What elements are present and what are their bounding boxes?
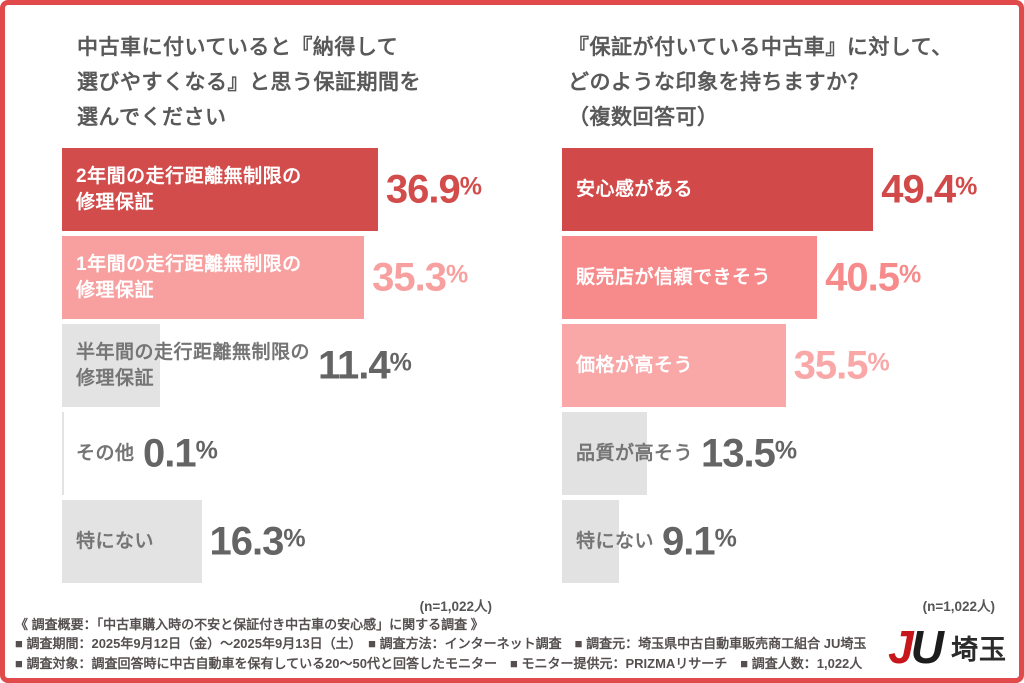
bar-label: 品質が高そう: [576, 442, 694, 464]
bar-value-number: 40.5: [825, 255, 900, 299]
bar-value: 13.5%: [701, 431, 797, 476]
bar-row: 2年間の走行距離無制限の 修理保証 36.9%: [62, 148, 514, 231]
bar-value-unit: %: [195, 436, 218, 464]
bar: [562, 500, 620, 583]
chart-warranty-impression: 『保証が付いている中古車』に対して、 どのような印象を持ちますか？ （複数回答可…: [562, 5, 1017, 615]
bar-label: その他: [76, 442, 135, 464]
chart-warranty-period: 中古車に付いていると『納得して 選びやすくなる』と思う保証期間を 選んでください…: [62, 5, 514, 615]
bar-value: 9.1%: [662, 519, 737, 564]
survey-footer: 《 調査概要：「中古車購入時の不安と保証付き中古車の安心感」に関する調査 》 ■…: [15, 615, 867, 674]
bar: [62, 412, 64, 495]
logo-letter-j: J: [888, 621, 914, 673]
bar-row: 価格が高そう 35.5%: [562, 324, 1017, 407]
bar-value-number: 35.5: [793, 343, 869, 387]
ju-saitama-logo: J U 埼玉: [888, 624, 1007, 670]
bar: [62, 148, 378, 231]
logo-region-text: 埼玉: [951, 634, 1007, 665]
bar-label: 販売店が信頼できそう: [576, 266, 772, 288]
sample-size-label-right: (n=1,022人): [922, 599, 995, 614]
bar: [62, 324, 160, 407]
bar-row: 特にない 9.1%: [562, 500, 1017, 583]
bar-row: その他 0.1%: [62, 412, 514, 495]
bar-value-unit: %: [899, 260, 922, 288]
bar: [62, 500, 202, 583]
bar-value-number: 36.9: [385, 167, 461, 211]
chart-title-left: 中古車に付いていると『納得して 選びやすくなる』と思う保証期間を 選んでください: [77, 36, 421, 129]
bar-value: 49.4%: [881, 167, 977, 212]
bar: [562, 412, 648, 495]
bar-label: 安心感がある: [576, 178, 694, 200]
logo-letter-u: U: [910, 621, 944, 673]
bar: [562, 236, 818, 319]
bar-value: 11.4%: [318, 343, 412, 388]
sample-size-label-left: (n=1,022人): [419, 599, 492, 614]
bar-list-left: 2年間の走行距離無制限の 修理保証 36.9% 1年間の走行距離無制限の 修理保証 3…: [62, 148, 514, 583]
bar-value-unit: %: [714, 524, 737, 552]
bar-value: 16.3%: [210, 519, 306, 564]
bar-row: 安心感がある 49.4%: [562, 148, 1017, 231]
bar-value-unit: %: [283, 524, 306, 552]
bar-row: 特にない 16.3%: [62, 500, 514, 583]
bar-value-number: 13.5: [701, 431, 776, 475]
chart-title-right: 『保証が付いている中古車』に対して、 どのような印象を持ちますか？ （複数回答可…: [568, 36, 953, 129]
bar-value-number: 9.1: [662, 519, 716, 563]
bar-value-number: 11.4: [318, 343, 391, 387]
bar-row: 販売店が信頼できそう 40.5%: [562, 236, 1017, 319]
bar-row: 品質が高そう 13.5%: [562, 412, 1017, 495]
bar-value-unit: %: [389, 348, 412, 376]
bar-value: 0.1%: [143, 431, 218, 476]
bar-value: 35.5%: [794, 343, 890, 388]
bar-value-number: 16.3: [209, 519, 285, 563]
bar: [62, 236, 365, 319]
bar-value-unit: %: [446, 260, 469, 288]
bar-value-unit: %: [955, 172, 978, 200]
bar-value-unit: %: [459, 172, 482, 200]
bar-list-right: 安心感がある 49.4% 販売店が信頼できそう 40.5% 価格が高そう 35.5% 品質が…: [562, 148, 1017, 583]
bar-value-number: 0.1: [143, 431, 197, 475]
bar-value-number: 49.4: [881, 167, 956, 211]
bar-value: 36.9%: [386, 167, 482, 212]
bar-label: 特にない: [576, 530, 655, 552]
bar-value: 40.5%: [825, 255, 921, 300]
bar-label: 2年間の走行距離無制限の 修理保証: [76, 165, 302, 213]
survey-overview-line: 《 調査概要：「中古車購入時の不安と保証付き中古車の安心感」に関する調査 》: [15, 616, 484, 632]
bar-value-number: 35.3: [372, 255, 447, 299]
bar-value-unit: %: [867, 348, 890, 376]
bar-value: 35.3%: [372, 255, 468, 300]
survey-detail-line-1: ■ 調査期間：2025年9月12日（金）〜2025年9月13日（土） ■ 調査方…: [15, 636, 867, 651]
bar-label: 価格が高そう: [576, 354, 694, 376]
bar-value-unit: %: [774, 436, 798, 464]
bar: [562, 148, 874, 231]
bar-row: 半年間の走行距離無制限の 修理保証 11.4%: [62, 324, 514, 407]
bar: [562, 324, 786, 407]
bar-label: 半年間の走行距離無制限の 修理保証: [76, 341, 311, 389]
bar-row: 1年間の走行距離無制限の 修理保証 35.3%: [62, 236, 514, 319]
bar-label: 特にない: [76, 530, 155, 552]
bar-label: 1年間の走行距離無制限の 修理保証: [76, 253, 302, 301]
survey-detail-line-2: ■ 調査対象：調査回答時に中古自動車を保有している20〜50代と回答したモニター…: [15, 655, 863, 671]
